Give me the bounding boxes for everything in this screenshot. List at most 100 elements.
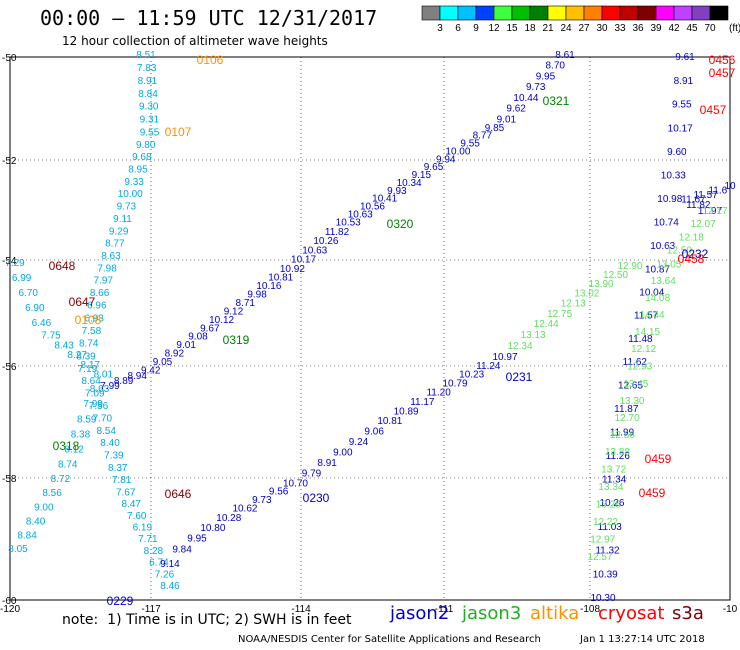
legend-label: 3 — [437, 23, 443, 34]
wave-height-label: 9.84 — [172, 545, 192, 556]
wave-height-label: 10.39 — [593, 569, 618, 580]
wave-height-label: 9.01 — [497, 114, 517, 125]
page-subtitle: 12 hour collection of altimeter wave hei… — [62, 34, 328, 48]
wave-height-label: 7.99 — [100, 381, 120, 392]
legend-label: 42 — [668, 23, 680, 34]
pass-ids: 0106 0107 0108 0648 0647 0646 0318 0319 0320 0321… — [49, 53, 736, 608]
wave-height-label: 8.47 — [121, 499, 141, 510]
legend-label: 6 — [455, 23, 461, 34]
latitude-label: -60 — [2, 596, 17, 607]
graticule — [9, 56, 731, 601]
satellite-jason2: jason2 — [390, 603, 450, 624]
wave-height-label: 9.79 — [302, 468, 322, 479]
wave-height-label: 7.29 — [5, 258, 25, 269]
wave-height-label: 13.72 — [601, 464, 626, 475]
wave-height-label: 10 — [724, 181, 736, 192]
wave-height-label: 9.55 — [672, 100, 692, 111]
wave-height-label: 8.84 — [138, 89, 158, 100]
wave-height-label: 9.11 — [113, 214, 132, 225]
wave-height-label: 10.63 — [348, 209, 373, 220]
wave-height-label: 8.59 — [77, 414, 97, 425]
legend-swatch — [421, 5, 441, 21]
pass-id-label: 0456 — [709, 53, 736, 67]
wave-height-label: 10.81 — [268, 273, 293, 284]
wave-height-label: 8.77 — [473, 131, 493, 142]
wave-height-label: 12.18 — [679, 232, 704, 243]
wave-height-label: 10.00 — [445, 146, 470, 157]
satellite-altika: altika — [530, 603, 580, 624]
wave-height-label: 9.42 — [141, 366, 161, 377]
legend-label: 30 — [596, 23, 608, 34]
wave-height-label: 10.87 — [645, 264, 670, 275]
wave-height-label: 6.74 — [149, 558, 169, 569]
wave-height-label: 13.02 — [574, 288, 599, 299]
wave-height-label: 7.70 — [93, 413, 113, 424]
wave-height-label: 12.44 — [534, 319, 559, 330]
wave-height-label: 12.07 — [691, 219, 716, 230]
wave-height-label: 10.16 — [256, 281, 281, 292]
legend-label: 21 — [542, 23, 554, 34]
wave-height-label: 9.30 — [139, 102, 159, 113]
legend-label: 24 — [560, 23, 572, 34]
wave-height-label: 9.24 — [349, 437, 369, 448]
wave-height-label: 8.54 — [96, 426, 116, 437]
wave-height-label: 12.56 — [610, 430, 635, 441]
wave-height-label: 10.17 — [668, 123, 693, 134]
wave-height-label: 8.51 — [136, 50, 156, 61]
wave-height-label: 9.65 — [424, 162, 444, 173]
wave-height-label: 9.29 — [109, 226, 129, 237]
legend-swatch — [547, 5, 567, 21]
wave-height-label: 8.05 — [8, 544, 28, 555]
wave-height-label: 8.40 — [100, 438, 120, 449]
longitude-label: -117 — [141, 604, 161, 615]
wave-height-label: 8.64 — [81, 376, 101, 387]
wave-height-label: 7.39 — [104, 450, 124, 461]
wave-height-label: 12.75 — [547, 309, 572, 320]
wave-height-label: 8.91 — [317, 458, 337, 469]
wave-height-label: 6.99 — [12, 273, 32, 284]
pass-id-label: 0319 — [223, 333, 250, 347]
wave-height-label: 13.45 — [623, 379, 648, 390]
pass-id-label: 0648 — [49, 259, 76, 273]
pass-id-label: 0646 — [165, 487, 192, 501]
wave-height-label: 11.20 — [426, 388, 451, 399]
wave-height-label: 11.32 — [595, 546, 620, 557]
wave-height-label: 12.65 — [618, 380, 643, 391]
wave-height-label: 11.99 — [610, 427, 635, 438]
page-title: 00:00 — 11:59 UTC 12/31/2017 — [40, 6, 378, 30]
wave-height-label: 10.98 — [657, 194, 682, 205]
wave-height-label: 8.28 — [144, 546, 164, 557]
wave-height-label: 9.55 — [460, 139, 480, 150]
wave-height-label: 8.94 — [127, 371, 147, 382]
wave-height-label: 13.90 — [589, 279, 614, 290]
wave-height-label: 7.09 — [85, 389, 105, 400]
wave-height-label: 11.67 — [681, 195, 706, 206]
wave-height-label: 9.01 — [176, 340, 196, 351]
wave-height-label: 6.93 — [84, 313, 104, 324]
wave-height-label: 6.96 — [87, 301, 107, 312]
wave-height-label: 8.12 — [64, 444, 84, 455]
legend-label: 12 — [488, 23, 500, 34]
wave-height-label: 9.33 — [124, 177, 144, 188]
wave-height-label: 9.73 — [117, 202, 137, 213]
wave-height-label: 10.34 — [397, 178, 422, 189]
wave-height-label: 10.12 — [209, 315, 234, 326]
wave-height-label: 7.75 — [41, 330, 61, 341]
color-legend: 3 6 9 12 15 18 21 24 27 30 33 36 39 42 45 70 (ft) — [421, 5, 740, 34]
wave-height-label: 7.81 — [112, 475, 132, 486]
longitude-label: -10 — [723, 604, 738, 615]
pass-id-label: 0108 — [75, 313, 102, 327]
wave-height-label: 14.15 — [635, 327, 660, 338]
wave-height-label: 8.63 — [90, 384, 110, 395]
longitude-label: -108 — [580, 604, 600, 615]
wave-height-label: 9.68 — [132, 152, 152, 163]
pass-id-label: 0459 — [645, 452, 672, 466]
legend-label: 39 — [650, 23, 662, 34]
pass-id-label: 0318 — [53, 439, 80, 453]
wave-height-label: 10.30 — [590, 593, 615, 604]
wave-height-label: 8.61 — [555, 50, 575, 61]
wave-height-label: 10.62 — [232, 504, 257, 515]
wave-height-label: 10.63 — [302, 245, 327, 256]
wave-height-label: 8.66 — [90, 288, 110, 299]
units-note: note: 1) Time is in UTC; 2) SWH is in fe… — [62, 612, 352, 628]
